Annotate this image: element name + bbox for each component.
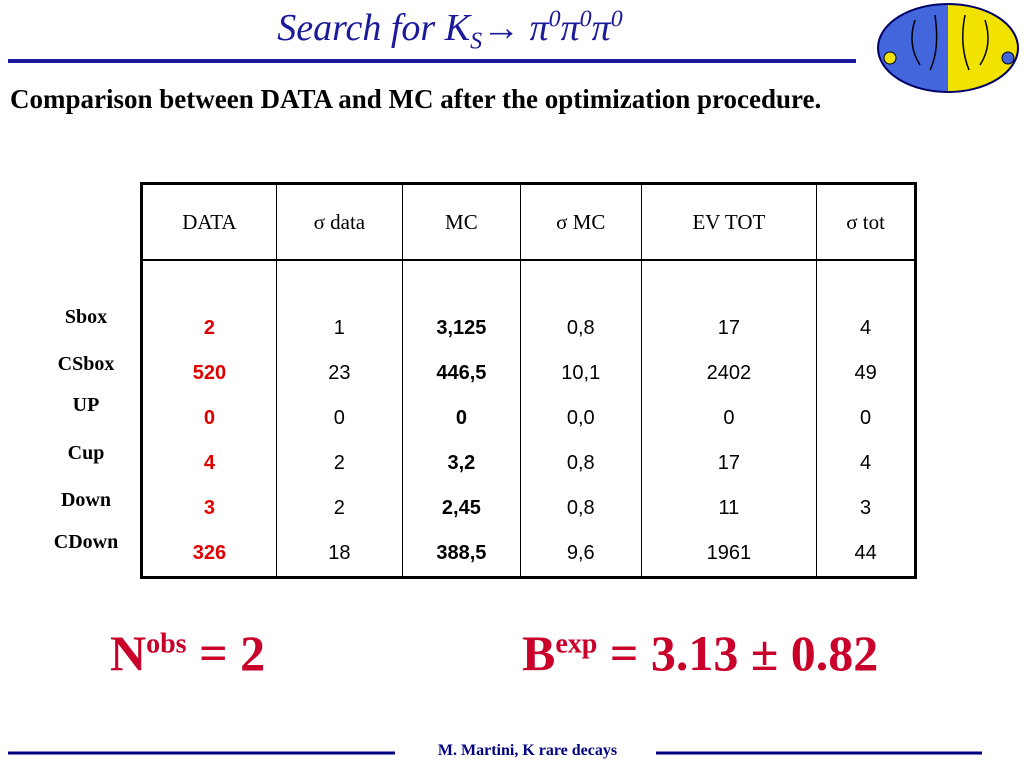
table-cell: 3,125	[401, 306, 521, 351]
table-cell: 388,5	[401, 531, 521, 578]
table-cell: 17	[640, 306, 817, 351]
b-exp: Bexp = 3.13 ± 0.82	[522, 625, 879, 681]
table-cell: 17	[640, 441, 817, 486]
table-row: 326 18 388,5 9,6 1961 44	[141, 531, 916, 578]
table-cell: 3	[816, 486, 916, 531]
footer: M. Martini, K rare decays	[437, 742, 618, 759]
row-label: UP	[72, 394, 100, 416]
table-cell: 0	[816, 396, 916, 441]
column-header: σ MC	[519, 183, 642, 261]
table-row: 0 0 0 0,0 0 0	[141, 396, 916, 441]
table-cell: 326	[141, 531, 277, 578]
table-cell: 446,5	[401, 351, 521, 396]
results-table: DATA σ data MC σ MC EV TOT σ tot 2 1 3,125 0,8 17…	[140, 182, 917, 579]
table-cell: 1	[275, 306, 403, 351]
table-cell: 0,8	[519, 306, 642, 351]
table-cell: 44	[816, 531, 916, 578]
column-header: MC	[401, 183, 521, 261]
table-cell: 2402	[640, 351, 817, 396]
row-label: CSbox	[57, 353, 115, 375]
table-cell: 2	[275, 486, 403, 531]
table-cell: 0	[401, 396, 521, 441]
column-header: EV TOT	[640, 183, 817, 261]
table-cell: 2	[275, 441, 403, 486]
slide-title: Search for KS→ π0π0π0	[277, 6, 623, 55]
table-cell: 18	[275, 531, 403, 578]
table-cell: 3	[141, 486, 277, 531]
table-cell: 0	[141, 396, 277, 441]
table-cell: 23	[275, 351, 403, 396]
table-cell: 0,8	[519, 441, 642, 486]
table-cell: 9,6	[519, 531, 642, 578]
table-cell: 520	[141, 351, 277, 396]
table-row: 520 23 446,5 10,1 2402 49	[141, 351, 916, 396]
table-cell: 4	[141, 441, 277, 486]
table-cell: 2,45	[401, 486, 521, 531]
table-cell: 4	[816, 441, 916, 486]
logo	[877, 3, 1019, 93]
column-header: σ data	[275, 183, 403, 261]
table-cell: 4	[816, 306, 916, 351]
column-header: DATA	[141, 183, 277, 261]
table-cell: 1961	[640, 531, 817, 578]
header-row: DATA σ data MC σ MC EV TOT σ tot	[141, 183, 916, 261]
table-cell: 0	[275, 396, 403, 441]
table-cell: 0,0	[519, 396, 642, 441]
table-cell: 0	[640, 396, 817, 441]
table-row: 2 1 3,125 0,8 17 4	[141, 306, 916, 351]
table-cell: 49	[816, 351, 916, 396]
row-label: CDown	[53, 531, 119, 553]
subtitle: Comparison between DATA and MC after the…	[10, 84, 822, 114]
row-label: Sbox	[64, 306, 108, 328]
table-row: 3 2 2,45 0,8 11 3	[141, 486, 916, 531]
table-cell: 2	[141, 306, 277, 351]
row-label: Cup	[67, 442, 105, 464]
table-cell: 10,1	[519, 351, 642, 396]
table-cell: 11	[640, 486, 817, 531]
n-obs: Nobs = 2	[110, 625, 266, 681]
table-cell: 3,2	[401, 441, 521, 486]
table-row: 4 2 3,2 0,8 17 4	[141, 441, 916, 486]
row-label: Down	[60, 489, 111, 511]
table-cell: 0,8	[519, 486, 642, 531]
column-header: σ tot	[816, 183, 916, 261]
